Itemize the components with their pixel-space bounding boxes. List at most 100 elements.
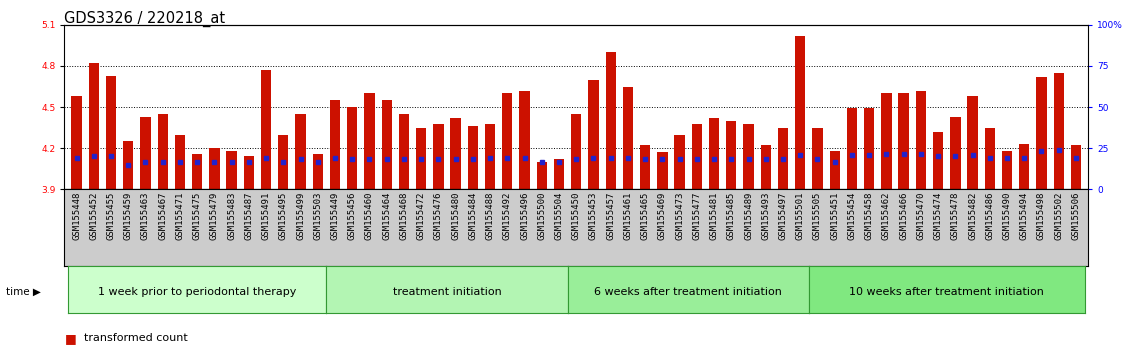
Bar — [1054, 73, 1064, 189]
Text: GSM155454: GSM155454 — [847, 192, 856, 240]
Bar — [347, 107, 357, 189]
Bar — [209, 148, 219, 189]
Text: GSM155485: GSM155485 — [727, 192, 736, 240]
Bar — [468, 126, 478, 189]
Bar — [950, 117, 960, 189]
Bar — [847, 108, 857, 189]
Text: GSM155480: GSM155480 — [451, 192, 460, 240]
Bar — [588, 80, 598, 189]
Text: GSM155501: GSM155501 — [796, 192, 805, 240]
Bar — [605, 52, 616, 189]
Bar — [243, 156, 254, 189]
Bar — [261, 70, 271, 189]
Text: GSM155449: GSM155449 — [330, 192, 339, 240]
Bar — [192, 154, 202, 189]
Bar — [450, 118, 460, 189]
Text: GSM155464: GSM155464 — [382, 192, 391, 240]
Bar — [829, 151, 840, 189]
Bar — [1071, 145, 1081, 189]
Bar — [898, 93, 909, 189]
Bar — [1019, 144, 1029, 189]
Bar — [726, 121, 736, 189]
Text: GSM155499: GSM155499 — [296, 192, 305, 240]
Bar — [881, 93, 891, 189]
Text: GSM155492: GSM155492 — [503, 192, 512, 240]
Text: GDS3326 / 220218_at: GDS3326 / 220218_at — [64, 11, 225, 27]
Bar — [330, 100, 340, 189]
Text: GSM155506: GSM155506 — [1071, 192, 1080, 240]
Bar — [795, 36, 805, 189]
Text: GSM155494: GSM155494 — [1020, 192, 1029, 240]
Text: GSM155483: GSM155483 — [227, 192, 236, 240]
Bar — [1036, 77, 1046, 189]
Bar — [1002, 151, 1012, 189]
Text: GSM155505: GSM155505 — [813, 192, 822, 240]
Text: GSM155481: GSM155481 — [709, 192, 718, 240]
Bar — [657, 152, 667, 189]
Bar — [743, 124, 753, 189]
Text: GSM155487: GSM155487 — [244, 192, 253, 240]
Bar — [88, 63, 98, 189]
Bar — [967, 96, 977, 189]
Text: GSM155457: GSM155457 — [606, 192, 615, 240]
Bar — [71, 96, 81, 189]
Bar — [157, 114, 167, 189]
Bar — [399, 114, 409, 189]
Text: GSM155484: GSM155484 — [468, 192, 477, 240]
Text: 1 week prior to periodontal therapy: 1 week prior to periodontal therapy — [98, 287, 296, 297]
Bar — [571, 114, 581, 189]
Bar — [674, 135, 684, 189]
Bar — [554, 159, 564, 189]
Text: GSM155465: GSM155465 — [640, 192, 649, 240]
Text: GSM155495: GSM155495 — [279, 192, 287, 240]
Text: GSM155451: GSM155451 — [830, 192, 839, 240]
Text: GSM155471: GSM155471 — [175, 192, 184, 240]
Text: GSM155498: GSM155498 — [1037, 192, 1046, 240]
Bar — [416, 128, 426, 189]
Text: 10 weeks after treatment initiation: 10 weeks after treatment initiation — [849, 287, 1044, 297]
Text: GSM155455: GSM155455 — [106, 192, 115, 240]
Bar — [381, 100, 391, 189]
Bar — [502, 93, 512, 189]
Text: GSM155462: GSM155462 — [882, 192, 891, 240]
Bar — [278, 135, 288, 189]
Bar — [761, 145, 771, 189]
Text: GSM155448: GSM155448 — [72, 192, 81, 240]
Text: GSM155470: GSM155470 — [916, 192, 925, 240]
Text: 6 weeks after treatment initiation: 6 weeks after treatment initiation — [594, 287, 783, 297]
Bar — [140, 117, 150, 189]
Text: GSM155467: GSM155467 — [158, 192, 167, 240]
Bar — [295, 114, 305, 189]
Bar — [123, 141, 133, 189]
Text: GSM155502: GSM155502 — [1054, 192, 1063, 240]
Text: GSM155459: GSM155459 — [123, 192, 132, 240]
Text: GSM155463: GSM155463 — [141, 192, 150, 240]
Text: GSM155476: GSM155476 — [434, 192, 443, 240]
Text: time ▶: time ▶ — [6, 287, 41, 297]
Bar — [364, 93, 374, 189]
Text: transformed count: transformed count — [84, 333, 188, 343]
Text: GSM155460: GSM155460 — [365, 192, 374, 240]
Text: GSM155503: GSM155503 — [313, 192, 322, 240]
Text: GSM155496: GSM155496 — [520, 192, 529, 240]
Text: GSM155458: GSM155458 — [865, 192, 873, 240]
Text: treatment initiation: treatment initiation — [392, 287, 501, 297]
Bar — [985, 128, 995, 189]
Text: GSM155468: GSM155468 — [399, 192, 408, 240]
Bar — [709, 118, 719, 189]
Text: GSM155475: GSM155475 — [192, 192, 201, 240]
Bar — [623, 86, 633, 189]
Text: GSM155469: GSM155469 — [658, 192, 667, 240]
Text: GSM155477: GSM155477 — [692, 192, 701, 240]
Text: GSM155466: GSM155466 — [899, 192, 908, 240]
Bar — [519, 91, 529, 189]
Bar — [778, 128, 788, 189]
Text: GSM155453: GSM155453 — [589, 192, 598, 240]
Text: GSM155473: GSM155473 — [675, 192, 684, 240]
Bar — [485, 124, 495, 189]
Text: GSM155491: GSM155491 — [261, 192, 270, 240]
Text: ■: ■ — [64, 332, 76, 344]
Bar — [640, 145, 650, 189]
Text: GSM155497: GSM155497 — [778, 192, 787, 240]
Text: GSM155452: GSM155452 — [89, 192, 98, 240]
